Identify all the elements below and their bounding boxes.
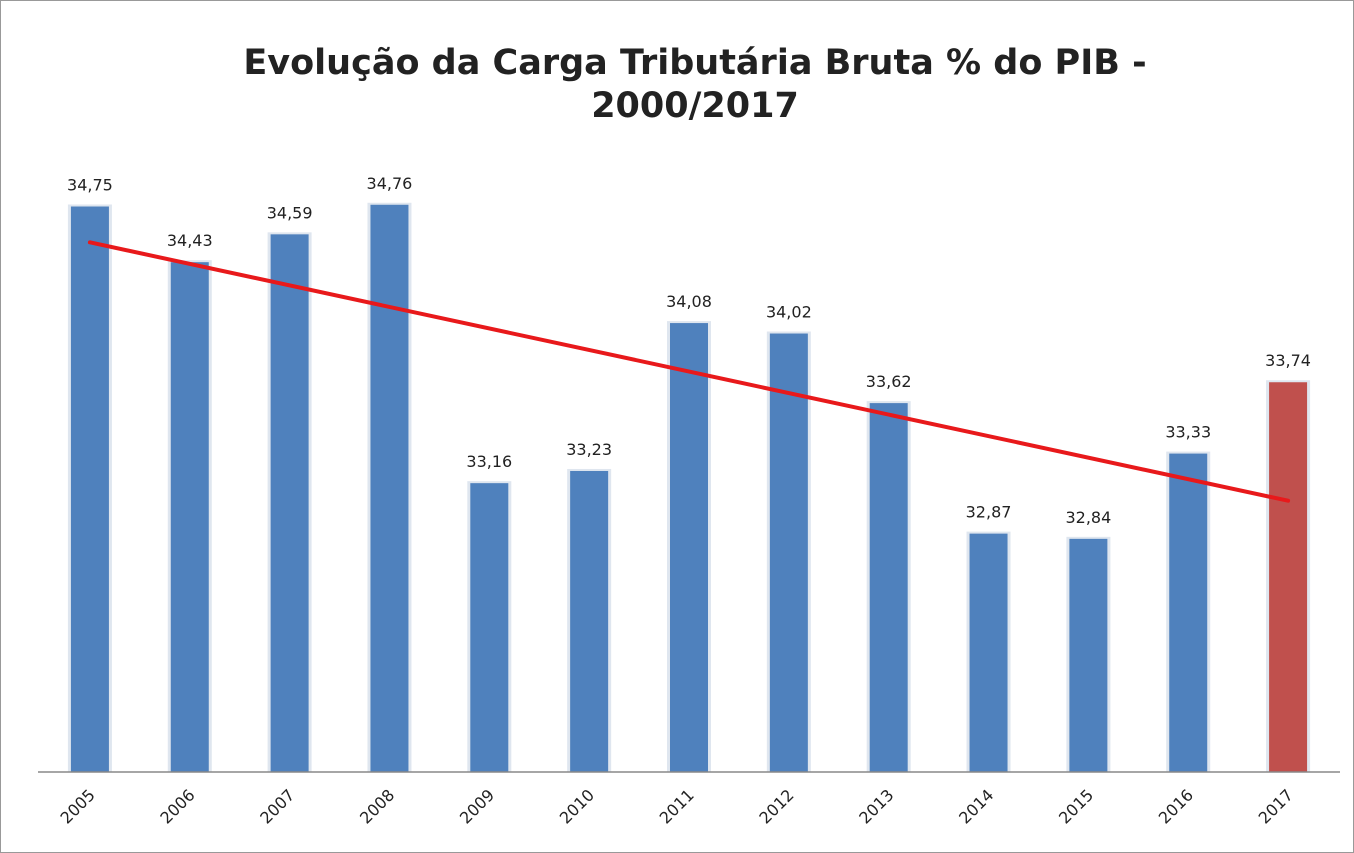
bar	[570, 470, 609, 772]
chart-title: Evolução da Carga Tributária Bruta % do …	[243, 43, 1146, 83]
bar	[769, 333, 808, 772]
data-label: 34,76	[367, 174, 413, 193]
trendline	[87, 240, 1291, 503]
bar	[70, 206, 109, 772]
data-label: 33,74	[1265, 351, 1311, 370]
bar	[470, 483, 509, 772]
data-label: 34,02	[766, 303, 812, 322]
data-label: 32,84	[1065, 508, 1111, 527]
bar	[370, 204, 409, 772]
data-label: 32,87	[966, 503, 1012, 522]
data-label: 34,75	[67, 176, 113, 195]
chart-title: 2000/2017	[591, 86, 799, 126]
data-label: 34,08	[666, 292, 712, 311]
bar	[1169, 453, 1208, 772]
bar	[1269, 382, 1308, 772]
data-label: 33,23	[566, 440, 612, 459]
bar	[969, 533, 1008, 772]
bar	[869, 403, 908, 772]
data-label: 33,62	[866, 372, 912, 391]
data-label: 34,43	[167, 231, 213, 250]
bar	[270, 234, 309, 773]
bar	[670, 323, 708, 772]
bar	[170, 262, 209, 772]
data-label: 34,59	[267, 203, 313, 222]
bar	[1069, 538, 1108, 772]
data-label: 33,33	[1165, 423, 1211, 442]
data-label: 33,16	[466, 452, 512, 471]
